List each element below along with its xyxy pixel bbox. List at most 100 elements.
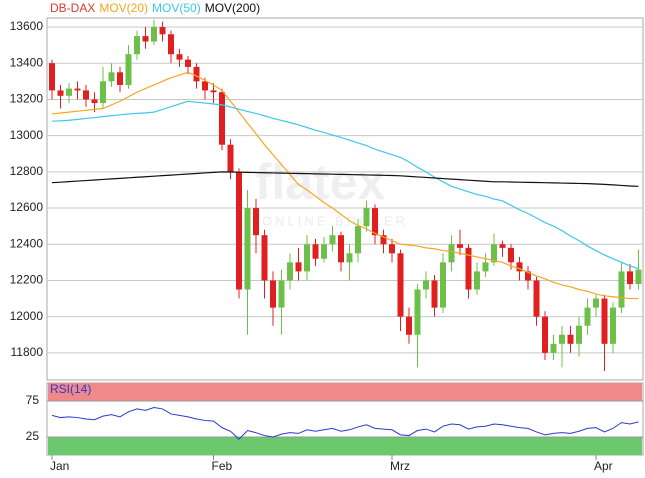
- candle-body: [49, 63, 55, 91]
- candle-body: [363, 208, 370, 227]
- x-tick-label: Jan: [50, 459, 69, 473]
- candle-body: [244, 208, 251, 290]
- legend-entry: RSI(14): [50, 382, 91, 396]
- y-tick-label: 25: [26, 429, 40, 443]
- candle-body: [338, 235, 344, 263]
- candle-body: [185, 59, 191, 67]
- y-tick-label: 12400: [10, 236, 44, 250]
- candle-body: [278, 280, 285, 308]
- legend-entry: DB-DAX: [50, 1, 95, 15]
- candle-body: [593, 298, 599, 308]
- candle-body: [584, 307, 591, 326]
- candle-body: [525, 271, 531, 281]
- rsi-band: [48, 437, 642, 455]
- moving-average-line: [51, 171, 639, 187]
- candle-body: [567, 334, 574, 344]
- candle-body: [236, 171, 242, 290]
- y-tick-label: 12800: [10, 164, 44, 178]
- legend-entry: MOV(200): [205, 1, 260, 15]
- candle-body: [159, 27, 166, 35]
- moving-average-line: [51, 100, 639, 270]
- candle-body: [142, 36, 149, 42]
- y-tick-label: 75: [26, 393, 40, 407]
- candle-body: [380, 235, 387, 245]
- candle-body: [542, 316, 548, 353]
- candle-body: [91, 99, 98, 104]
- candle-body: [372, 208, 378, 236]
- candle-body: [295, 262, 302, 272]
- candle-body: [227, 144, 234, 172]
- candle-body: [287, 262, 293, 281]
- y-tick-label: 12200: [10, 273, 44, 287]
- candle-body: [414, 289, 421, 335]
- candle-body: [193, 66, 200, 82]
- candle-body: [601, 298, 608, 344]
- candle-body: [321, 244, 327, 259]
- y-tick-label: 13000: [10, 128, 44, 142]
- moving-average-line: [51, 71, 639, 300]
- candle-body: [389, 244, 395, 254]
- candle-body: [499, 244, 506, 248]
- y-tick-label: 11800: [11, 345, 44, 359]
- legend-entry: MOV(50): [152, 1, 201, 15]
- candle-body: [423, 280, 429, 290]
- candle-body: [431, 280, 438, 308]
- candle-body: [57, 90, 64, 96]
- x-tick-label: Feb: [212, 459, 233, 473]
- y-tick-label: 13200: [10, 92, 44, 106]
- rsi-band: [48, 383, 642, 401]
- candle-body: [457, 244, 463, 248]
- candle-body: [508, 247, 514, 263]
- candle-body: [610, 307, 616, 344]
- candle-body: [491, 244, 497, 263]
- candle-body: [66, 88, 72, 96]
- candle-body: [74, 88, 81, 91]
- candle-body: [304, 244, 310, 272]
- candle-body: [117, 72, 123, 85]
- candle-body: [346, 253, 353, 263]
- candle-body: [151, 27, 157, 42]
- candle-body: [627, 271, 633, 285]
- candle-body: [448, 244, 455, 263]
- candle-body: [168, 34, 174, 55]
- candle-body: [253, 208, 259, 236]
- candle-body: [406, 316, 412, 335]
- candle-body: [125, 54, 132, 85]
- y-tick-label: 12600: [10, 200, 44, 214]
- candle-body: [261, 235, 268, 281]
- candle-body: [176, 54, 183, 60]
- candle-body: [397, 253, 404, 317]
- y-tick-label: 13400: [10, 55, 44, 69]
- candle-body: [83, 90, 89, 100]
- candle-body: [312, 244, 319, 259]
- candle-body: [482, 262, 489, 272]
- candle-body: [465, 247, 472, 290]
- candle-body: [270, 280, 276, 308]
- y-tick-label: 12000: [10, 309, 44, 323]
- candle-body: [618, 271, 625, 308]
- candle-body: [355, 226, 361, 254]
- candle-body: [550, 343, 557, 353]
- y-tick-label: 13600: [10, 19, 44, 33]
- legend-entry: MOV(20): [99, 1, 148, 15]
- candle-body: [219, 92, 225, 145]
- candle-body: [108, 72, 115, 82]
- rsi-line: [51, 406, 639, 440]
- watermark-sub: ONLINE BROKER: [262, 213, 408, 228]
- candle-body: [559, 334, 565, 344]
- candle-body: [202, 81, 208, 91]
- watermark: flatex: [255, 154, 386, 210]
- candle-body: [440, 262, 446, 308]
- candle-body: [134, 36, 140, 55]
- candle-body: [100, 81, 106, 104]
- candle-body: [533, 280, 540, 317]
- candle-body: [210, 90, 217, 93]
- x-tick-label: Apr: [594, 459, 613, 473]
- candle-body: [576, 325, 582, 344]
- candle-body: [329, 235, 336, 245]
- x-tick-label: Mrz: [390, 459, 410, 473]
- candle-body: [635, 269, 642, 285]
- candle-body: [474, 271, 480, 290]
- candle-body: [516, 262, 523, 272]
